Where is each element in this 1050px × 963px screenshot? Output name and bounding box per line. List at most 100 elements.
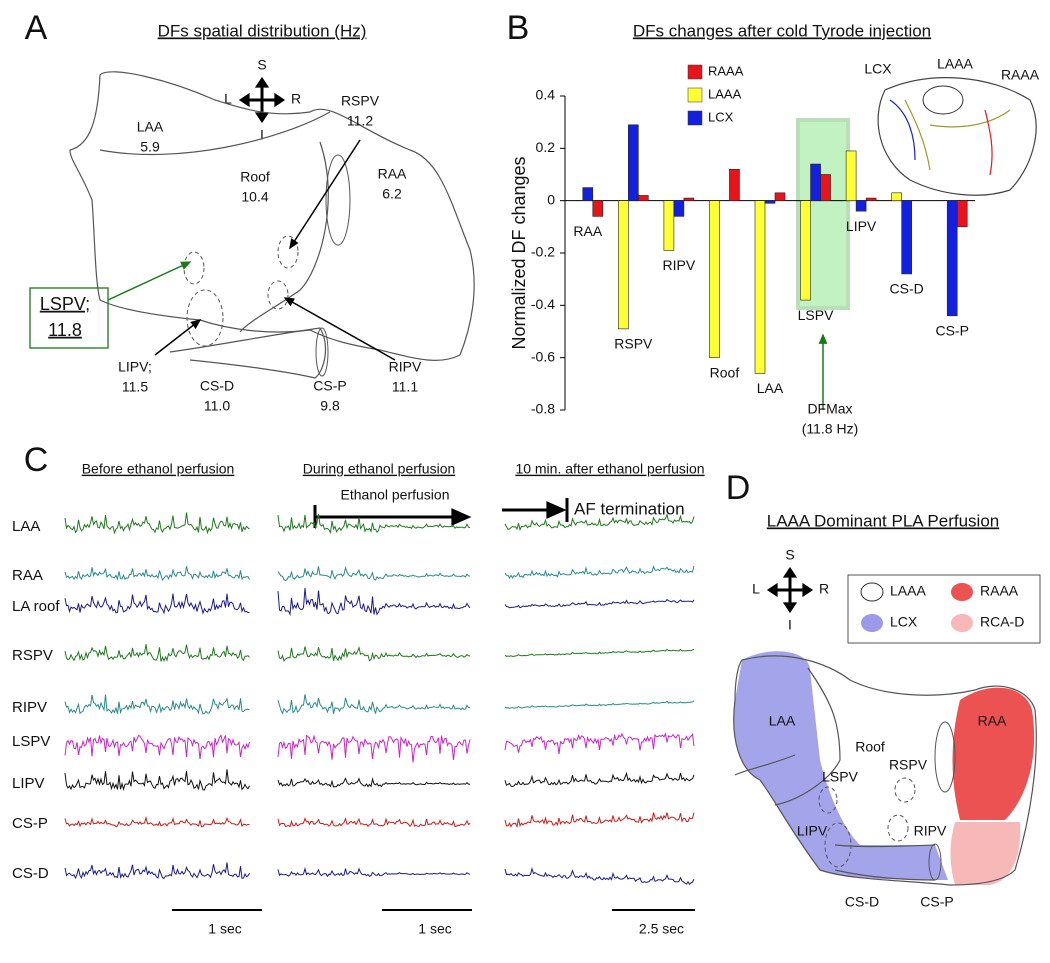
signal-trace [504,598,695,609]
region-label: CS-D [845,894,879,910]
compass [254,76,270,88]
signal-trace [277,777,471,788]
legend-swatch [687,110,703,126]
vein-ostium [894,777,916,803]
bar [810,163,821,201]
signal-trace [277,645,471,662]
legend-swatch [951,583,973,601]
signal-trace [64,862,250,880]
pv-ostium [325,154,351,246]
bar [729,168,740,201]
signal-trace [277,566,471,582]
legend-label: RAAA [980,583,1019,599]
compass [238,92,250,108]
compass-label: S [785,547,794,563]
signal-trace [64,593,250,615]
atrium-line [774,667,841,806]
legend-swatch [687,64,703,80]
pv-ostium [315,327,329,377]
region-label: RAA [978,713,1007,729]
bar [638,195,649,201]
signal-trace [504,732,695,755]
annotation: (11.8 Hz) [802,421,859,437]
event-label: AF termination [574,499,685,518]
compass [254,112,270,124]
arrow-line [289,139,361,249]
compass-label: I [788,617,792,633]
trace-label: RAA [12,567,43,584]
vein-ostium [183,251,205,285]
vein-ostium [818,786,838,814]
rcad-region [950,822,1021,885]
bar [683,197,695,201]
bar [891,192,902,201]
bar [774,192,786,201]
signal-trace [504,700,695,709]
signal-trace [64,694,250,715]
x-tick-label: LIPV [846,218,877,234]
bar [628,124,639,201]
raaa-region [952,687,1035,820]
region-label: Roof [855,739,885,755]
region-label: RIPV [914,823,947,839]
atrium-outline [69,71,475,362]
region-value: 9.8 [320,398,340,414]
region-label: LSPV [822,769,858,785]
region-label: CS-P [313,378,346,394]
signal-trace [64,734,250,760]
legend-label: RAAA [708,63,744,78]
legend-label: LCX [708,109,734,124]
region-value: 11.5 [122,379,148,395]
bar [946,200,958,317]
compass-label: I [260,127,264,143]
panel-letter: C [24,441,49,479]
region-value: 10.4 [241,189,268,205]
signal-trace [277,817,471,828]
bar [709,200,720,358]
legend-swatch [951,614,973,632]
panel-title: LAAA Dominant PLA Perfusion [767,511,999,530]
compass [802,582,814,598]
trace-label: LA roof [12,598,60,615]
region-value: 11.8 [48,320,82,340]
signal-trace [504,866,695,886]
bar [956,200,968,228]
region-value: 5.9 [140,139,160,155]
legend-label: LCX [890,614,918,630]
signal-trace [277,866,471,878]
inset-aorta [922,85,964,115]
compass-label: L [752,581,760,597]
vein-ostium [186,289,224,347]
trace-label: RSPV [12,647,53,664]
column-header: 10 min. after ethanol perfusion [515,461,704,477]
region-label: LAA [137,119,164,135]
bar [582,187,594,201]
compass-label: S [257,57,266,73]
legend-label: RCA-D [980,614,1024,630]
bar [865,197,877,201]
region-value: 11.0 [204,398,230,414]
region-label: CS-P [920,894,953,910]
signal-trace [64,769,250,791]
signal-trace [277,514,471,535]
y-axis-label: Normalized DF changes [509,156,529,349]
x-tick-label: RSPV [614,336,653,352]
y-tick-label: -0.6 [531,348,555,364]
bar [592,200,604,217]
legend-label: LAAA [708,86,742,101]
vein-ostium [887,814,909,842]
annotation: DFMax [807,401,852,417]
y-tick-label: 0 [547,191,555,207]
vein-ostium [277,235,299,269]
inset-label: LCX [864,61,892,77]
event-arrow [451,508,472,526]
signal-trace [64,512,250,535]
atrium-line [99,111,331,156]
x-tick-label: RIPV [663,257,696,273]
panel-letter: D [726,469,751,507]
legend-label: LAAA [890,583,926,599]
event-arrow [546,501,567,519]
cs-outline [169,327,327,379]
region-label: LAA [769,713,796,729]
signal-trace [504,812,695,829]
